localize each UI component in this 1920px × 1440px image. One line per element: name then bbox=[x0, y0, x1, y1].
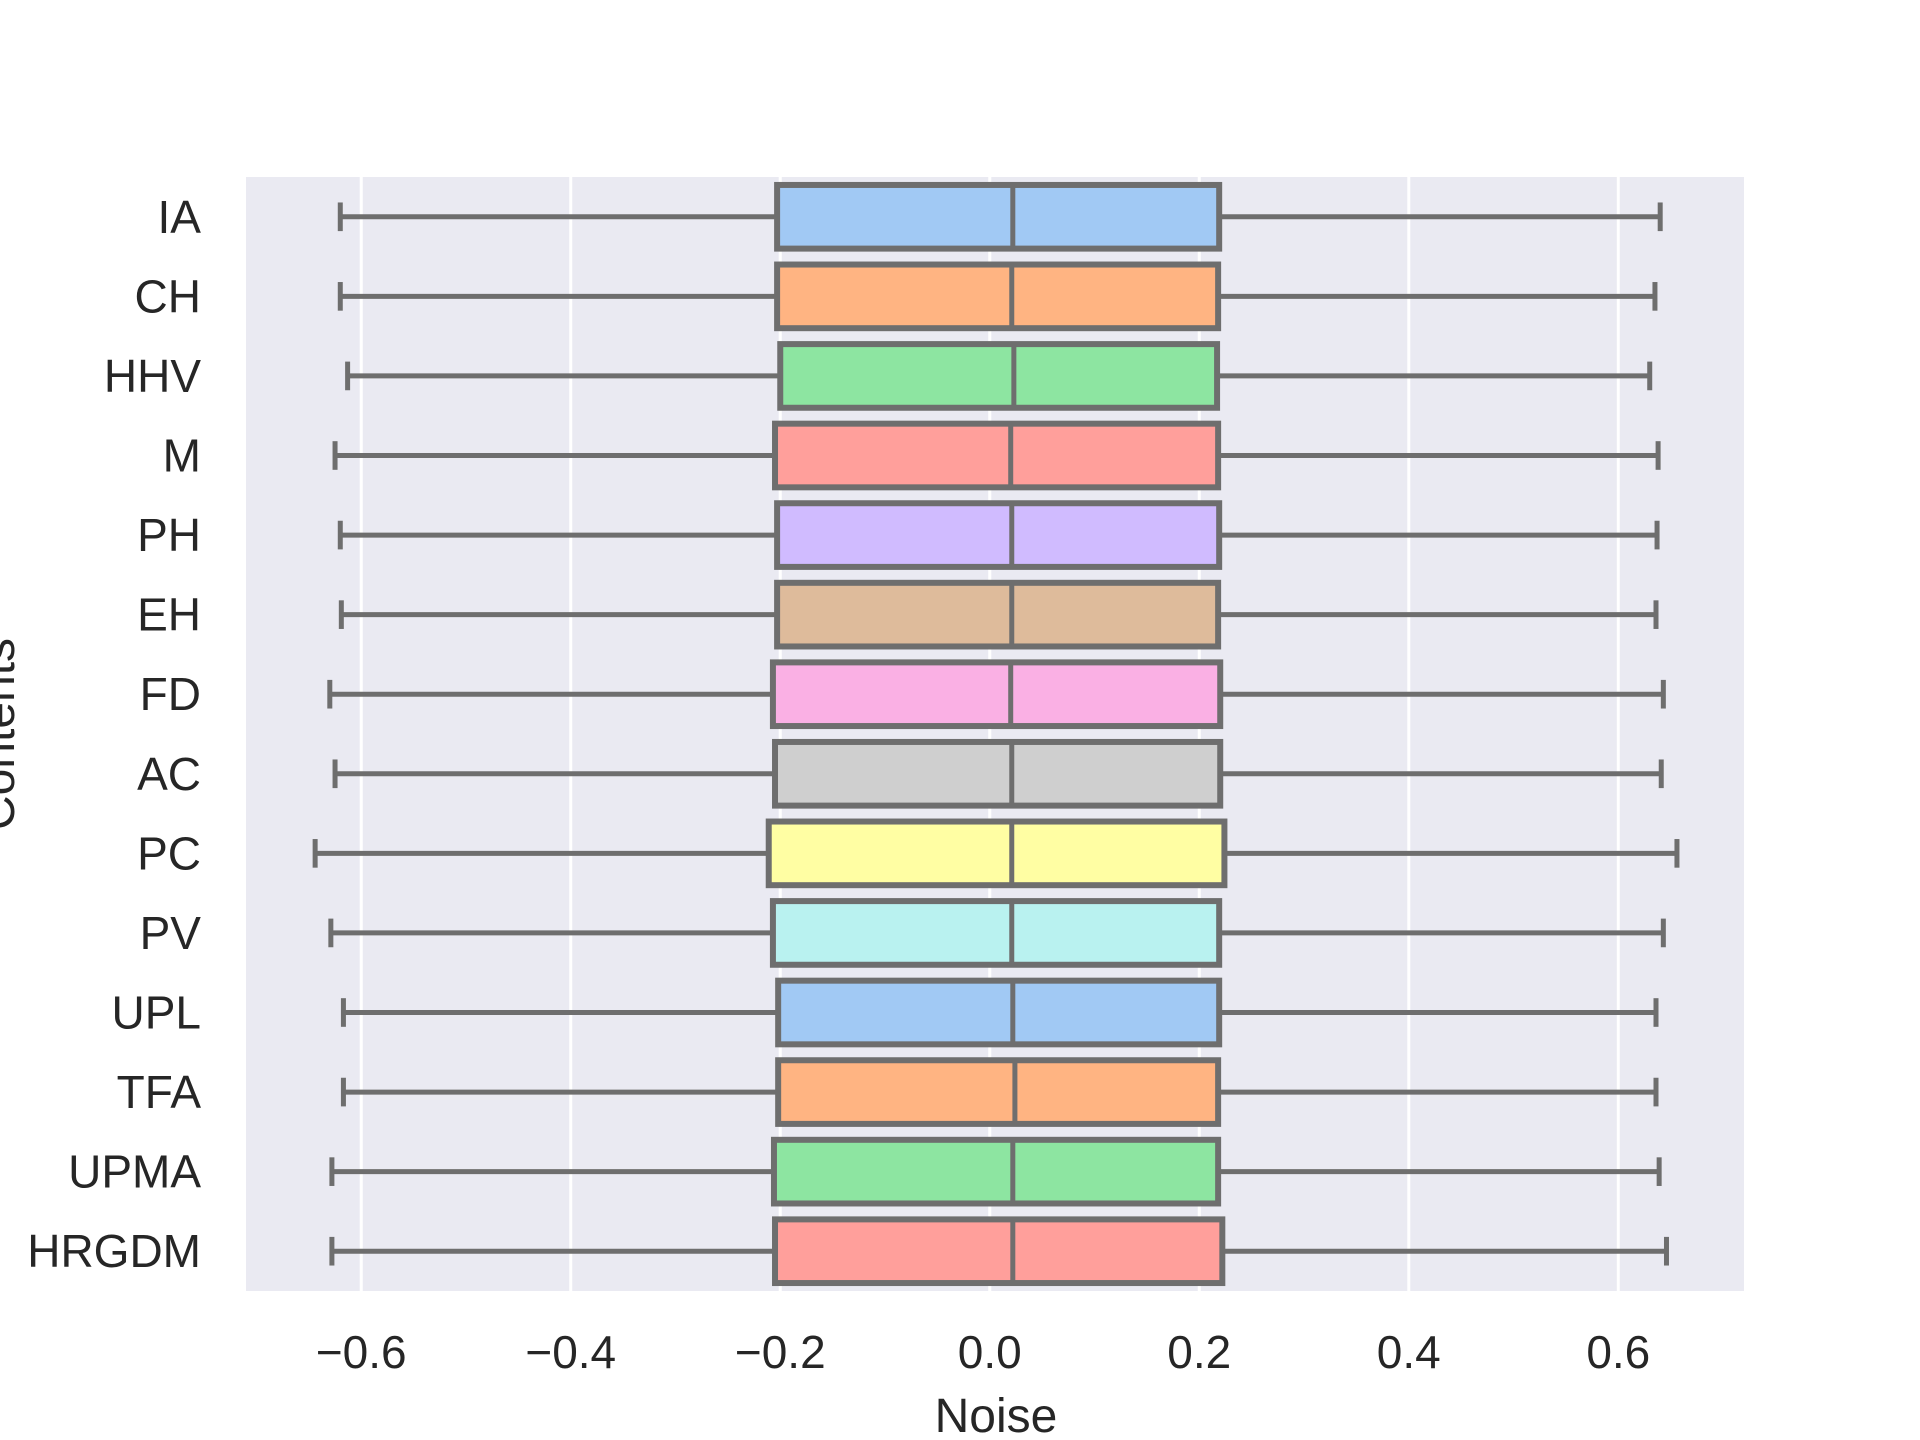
iqr-box bbox=[769, 659, 1224, 730]
x-tick-label: −0.2 bbox=[735, 1326, 826, 1378]
box-upl bbox=[340, 977, 1659, 1048]
y-category-label: TFA bbox=[117, 1066, 202, 1118]
x-tick-label: −0.4 bbox=[525, 1326, 616, 1378]
y-category-label: EH bbox=[137, 589, 201, 641]
box-m bbox=[332, 420, 1661, 491]
iqr-box bbox=[775, 977, 1223, 1048]
iqr-box bbox=[775, 1057, 1222, 1127]
box-ch bbox=[337, 261, 1658, 332]
box-pc bbox=[312, 818, 1680, 889]
y-category-label: HHV bbox=[104, 350, 201, 402]
x-tick-label: 0.2 bbox=[1167, 1326, 1231, 1378]
iqr-box bbox=[772, 1216, 1226, 1287]
box-fd bbox=[327, 659, 1666, 730]
iqr-box bbox=[774, 181, 1223, 252]
box-ia bbox=[337, 181, 1663, 252]
y-axis-categories: IA CH HHV M PH EH FD AC PC PV UPL TFA UPMA HRGDM bbox=[27, 191, 201, 1277]
iqr-box bbox=[772, 738, 1224, 809]
y-category-label: PH bbox=[137, 509, 201, 561]
iqr-box bbox=[774, 500, 1223, 570]
x-axis-title: Noise bbox=[935, 1390, 1058, 1440]
box-pv bbox=[328, 898, 1666, 968]
iqr-box bbox=[777, 341, 1221, 411]
x-tick-label: 0.6 bbox=[1586, 1326, 1650, 1378]
iqr-box bbox=[769, 898, 1223, 968]
y-category-label: UPMA bbox=[68, 1146, 201, 1198]
box-eh bbox=[338, 579, 1659, 650]
y-category-label: PV bbox=[140, 907, 202, 959]
y-category-label: IA bbox=[158, 191, 202, 243]
x-tick-label: 0.4 bbox=[1377, 1326, 1441, 1378]
iqr-box bbox=[774, 261, 1222, 332]
box-hrgdm bbox=[329, 1216, 1669, 1287]
iqr-box bbox=[770, 1136, 1222, 1207]
iqr-box bbox=[765, 818, 1228, 889]
x-axis-ticks: −0.6 −0.4 −0.2 0.0 0.2 0.4 0.6 bbox=[316, 1326, 1650, 1378]
y-axis-title: Contents bbox=[0, 638, 25, 830]
iqr-box bbox=[774, 579, 1222, 650]
box-hhv bbox=[345, 341, 1653, 411]
y-category-label: PC bbox=[137, 827, 201, 879]
y-category-label: UPL bbox=[112, 987, 201, 1039]
y-category-label: FD bbox=[140, 668, 201, 720]
box-ac bbox=[332, 738, 1664, 809]
box-tfa bbox=[340, 1057, 1659, 1127]
y-category-label: CH bbox=[135, 270, 201, 322]
iqr-box bbox=[772, 420, 1222, 491]
box-upma bbox=[329, 1136, 1662, 1207]
y-category-label: AC bbox=[137, 748, 201, 800]
y-category-label: M bbox=[163, 430, 201, 482]
box-series bbox=[312, 181, 1680, 1287]
x-tick-label: 0.0 bbox=[958, 1326, 1022, 1378]
box-ph bbox=[337, 500, 1660, 570]
x-tick-label: −0.6 bbox=[316, 1326, 407, 1378]
y-category-label: HRGDM bbox=[27, 1225, 201, 1277]
